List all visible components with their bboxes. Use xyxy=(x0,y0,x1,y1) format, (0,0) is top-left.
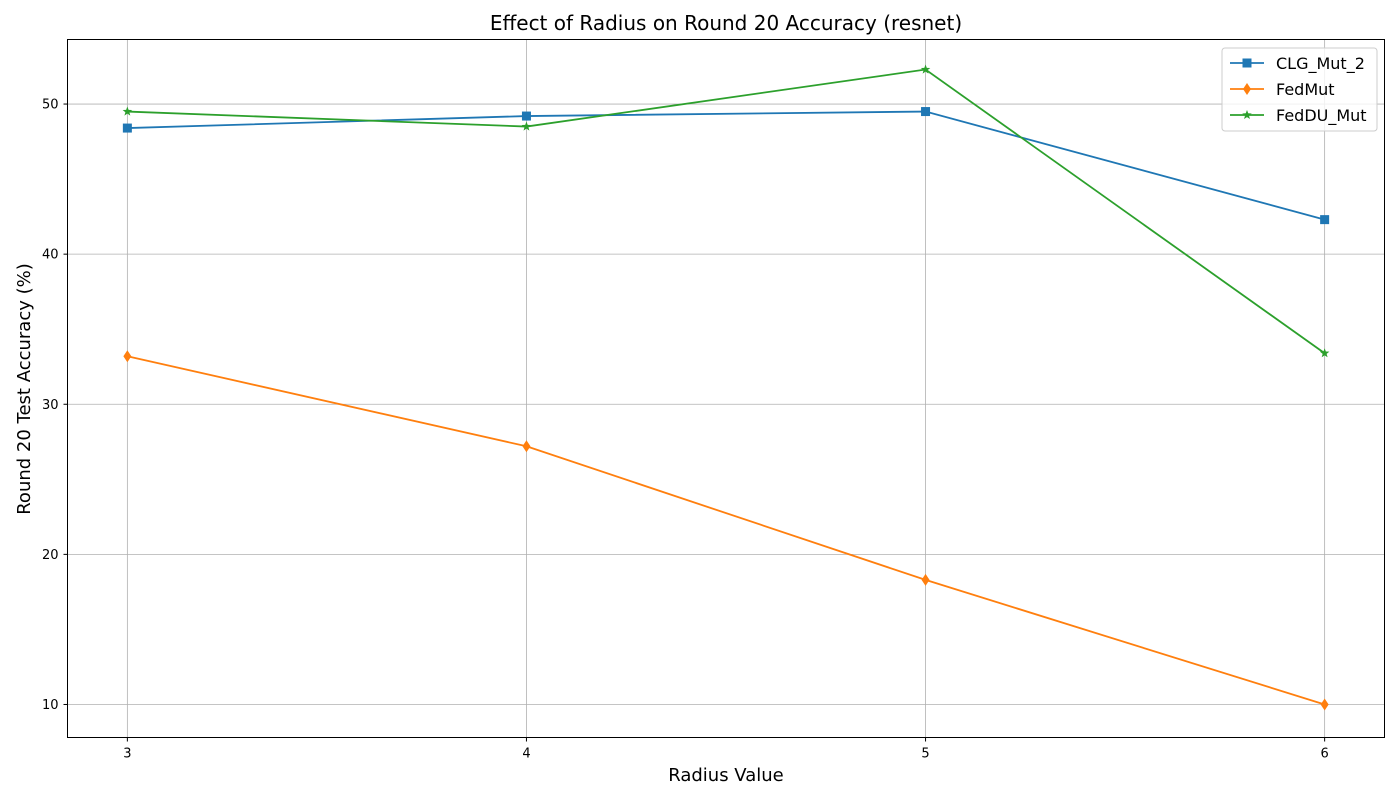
axis-ticks: 3 4 5 6 10 20 30 40 50 xyxy=(42,98,1329,762)
data-point xyxy=(522,440,531,453)
plot-frame xyxy=(67,39,1385,738)
data-point xyxy=(122,123,132,133)
legend-marker xyxy=(1242,58,1252,68)
data-point xyxy=(521,121,532,131)
x-tick-label: 4 xyxy=(522,747,530,762)
data-point xyxy=(1320,698,1329,711)
series-line xyxy=(127,355,1325,706)
legend-item: CLG_Mut_2 xyxy=(1230,54,1365,74)
y-tick-label: 40 xyxy=(42,248,59,263)
y-tick-label: 20 xyxy=(42,548,59,563)
x-tick-label: 6 xyxy=(1320,747,1328,762)
legend-item: FedMut xyxy=(1230,80,1335,99)
data-point xyxy=(122,106,133,116)
y-tick-label: 10 xyxy=(42,698,59,713)
legend-label: CLG_Mut_2 xyxy=(1276,54,1365,74)
series-clg-mut-2 xyxy=(122,107,1330,225)
y-tick-label: 50 xyxy=(42,98,59,113)
x-axis-label: Radius Value xyxy=(668,765,784,786)
legend-marker xyxy=(1243,83,1251,95)
legend-marker xyxy=(1242,110,1252,120)
legend-label: FedMut xyxy=(1276,80,1335,99)
chart-title: Effect of Radius on Round 20 Accuracy (r… xyxy=(490,11,962,35)
data-point xyxy=(1319,348,1330,358)
y-axis-label: Round 20 Test Accuracy (%) xyxy=(14,263,35,515)
x-tick-label: 5 xyxy=(921,747,929,762)
series-fedmut xyxy=(123,350,1329,711)
series-feddu-mut xyxy=(122,64,1330,358)
y-tick-label: 30 xyxy=(42,398,59,413)
legend-item: FedDU_Mut xyxy=(1230,106,1367,126)
data-point xyxy=(921,573,930,586)
data-point xyxy=(921,107,931,117)
grid xyxy=(67,39,1385,738)
data-point xyxy=(920,64,931,74)
data-point xyxy=(1320,215,1330,225)
series-line xyxy=(127,68,1326,354)
data-point xyxy=(521,111,531,121)
legend-box xyxy=(1221,47,1378,132)
series-line xyxy=(127,110,1325,221)
data-point xyxy=(123,350,132,363)
legend-label: FedDU_Mut xyxy=(1276,106,1367,126)
x-tick-label: 3 xyxy=(123,747,131,762)
legend: CLG_Mut_2 FedMut FedDU_Mut xyxy=(1221,47,1378,132)
series-lines xyxy=(122,64,1330,711)
